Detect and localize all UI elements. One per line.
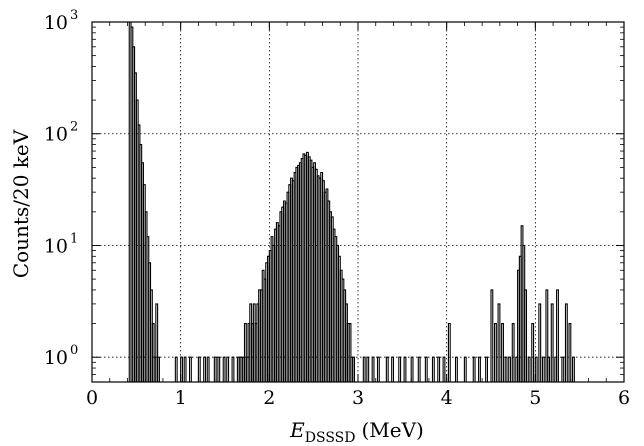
histogram-bin	[568, 323, 572, 382]
histogram-bin	[431, 356, 435, 382]
axis-ticks	[91, 21, 625, 383]
grid-lines	[92, 22, 624, 382]
histogram-bin	[561, 356, 565, 382]
histogram-bin	[501, 323, 504, 382]
histogram-bin	[398, 356, 402, 382]
histogram-bin	[155, 303, 159, 382]
histogram-bin	[174, 356, 178, 382]
histogram-bin	[497, 303, 501, 382]
histogram-bin	[437, 356, 441, 382]
histogram-bin	[494, 323, 497, 382]
y-tick-exponent: 0	[70, 343, 78, 358]
x-axis-title-main: E	[289, 418, 305, 442]
histogram-series	[128, 21, 575, 382]
x-axis-title-subscript: DSSSD	[305, 430, 356, 446]
histogram-bin	[403, 356, 407, 382]
histogram-bin	[534, 356, 538, 382]
histogram-bin	[545, 289, 549, 382]
x-tick-label: 6	[618, 387, 630, 409]
histogram-bin	[348, 323, 352, 382]
histogram-bin	[504, 356, 508, 382]
x-tick-label: 1	[175, 387, 187, 409]
histogram-bin	[556, 289, 559, 382]
histogram-bin	[524, 289, 528, 382]
histogram-bin	[572, 356, 575, 382]
histogram-bin	[151, 323, 155, 382]
histogram-bin	[391, 356, 395, 382]
x-tick-label: 4	[441, 387, 453, 409]
histogram-bin	[188, 356, 192, 382]
histogram-bin	[527, 356, 531, 382]
histogram-bin	[206, 356, 210, 382]
x-tick-label: 0	[86, 387, 98, 409]
histogram-bin	[213, 356, 217, 382]
x-axis-title: EDSSSD (MeV)	[289, 418, 424, 446]
y-tick-label: 10	[44, 347, 68, 369]
y-tick-exponent: 2	[70, 120, 78, 135]
histogram-bin	[197, 356, 201, 382]
histogram-bin	[490, 289, 494, 382]
histogram-bin	[366, 356, 370, 382]
histogram-bin	[231, 356, 235, 382]
x-tick-label: 5	[529, 387, 541, 409]
histogram-bin	[157, 356, 160, 382]
histogram-bin	[538, 303, 542, 382]
y-tick-label: 10	[44, 235, 68, 257]
histogram-bin	[478, 356, 481, 382]
histogram-bin	[183, 356, 187, 382]
histogram-bin	[511, 323, 515, 382]
x-tick-label: 2	[263, 387, 275, 409]
histogram-bin	[243, 323, 247, 382]
histogram-bin	[485, 356, 488, 382]
histogram-bin	[217, 356, 221, 382]
histogram-bin	[362, 356, 366, 382]
histogram-bin	[463, 356, 467, 382]
histogram-bin	[371, 356, 375, 382]
histogram-bin	[352, 356, 355, 382]
histogram-bin	[547, 356, 551, 382]
histogram-bin	[385, 356, 389, 382]
histogram-bin	[454, 356, 458, 382]
histogram-bin	[447, 323, 451, 382]
y-tick-label: 10	[44, 12, 68, 34]
histogram-bin	[531, 323, 535, 382]
y-tick-exponent: 1	[70, 231, 78, 246]
histogram-bin	[550, 303, 554, 382]
x-tick-labels: 0 1 2 3 4 5 6	[86, 387, 630, 409]
histogram-bin	[424, 356, 428, 382]
histogram-bin	[508, 356, 512, 382]
histogram-bin	[564, 303, 568, 382]
y-tick-label: 10	[44, 124, 68, 146]
histogram-bin	[472, 356, 476, 382]
histogram-bin	[226, 356, 230, 382]
histogram-bin	[180, 356, 183, 382]
histogram-bin	[417, 356, 421, 382]
histogram-bin	[442, 356, 446, 382]
histogram-bin	[410, 356, 414, 382]
histogram-bin	[203, 356, 207, 382]
histogram-bin	[541, 356, 545, 382]
x-tick-label: 3	[352, 387, 364, 409]
x-axis-title-unit: (MeV)	[361, 418, 423, 442]
histogram-bin	[222, 356, 226, 382]
y-tick-exponent: 3	[70, 8, 78, 23]
y-axis-title: Counts/20 keV	[9, 129, 33, 278]
histogram-bin	[376, 356, 380, 382]
